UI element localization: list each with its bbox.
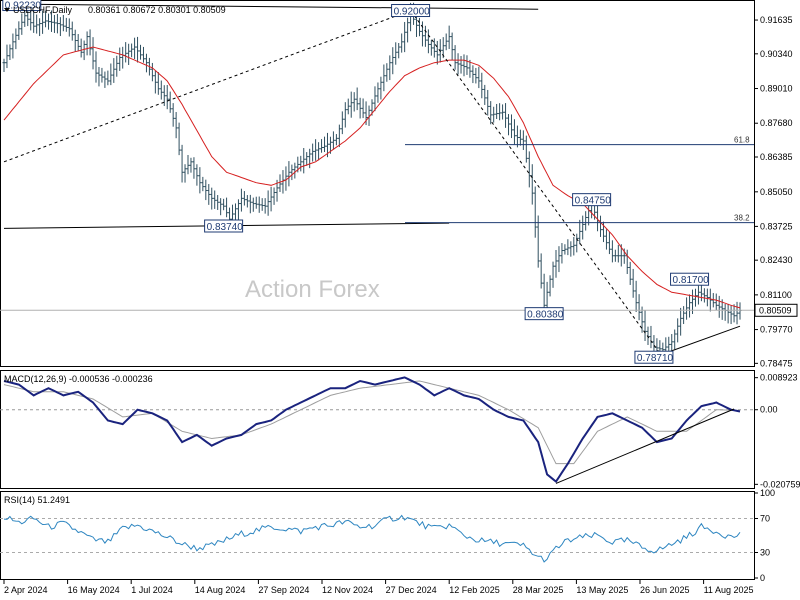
- x-tick-label: 2 Apr 2024: [4, 585, 48, 595]
- macd-title: MACD(12,26,9) -0.000536 -0.000236: [4, 374, 153, 384]
- trendline[interactable]: [3, 10, 411, 163]
- dropdown-arrow-icon[interactable]: [4, 8, 10, 12]
- price-tick-label: 0.83725: [760, 221, 793, 231]
- rsi-tick-label: 70: [760, 514, 770, 524]
- trendline[interactable]: [3, 3, 539, 10]
- macd-line: [3, 376, 741, 484]
- watermark: Action Forex: [245, 276, 380, 303]
- annotation-box: [634, 350, 674, 364]
- rsi-panel: [0, 491, 755, 580]
- symbol-label: USDCHF,Daily: [13, 5, 73, 15]
- current-price-label: 0.80509: [759, 305, 792, 315]
- price-tick-label: 0.90340: [760, 49, 793, 59]
- price-panel: [0, 0, 755, 367]
- annotation-box: [524, 307, 564, 321]
- price-tick-label: 0.91635: [760, 15, 793, 25]
- annotation-label: 0.78710: [637, 353, 674, 364]
- x-tick-label: 12 Feb 2025: [449, 585, 500, 595]
- x-tick-label: 12 Nov 2024: [322, 585, 373, 595]
- rsi-tick-label: 100: [760, 488, 775, 498]
- fib-level-label: 61.8: [734, 136, 750, 145]
- annotation-box: [204, 219, 244, 233]
- x-tick-label: 28 Mar 2025: [513, 585, 564, 595]
- annotation-0-83740[interactable]: 0.83740: [204, 219, 244, 233]
- macd-tick-label: 0.00: [760, 405, 778, 415]
- price-tick-label: 0.89010: [760, 84, 793, 94]
- annotation-0-80380[interactable]: 0.80380: [524, 307, 564, 321]
- annotation-box: [572, 193, 612, 207]
- x-tick-label: 13 May 2025: [576, 585, 628, 595]
- annotation-label: 0.83740: [207, 222, 244, 233]
- annotation-box: [670, 272, 710, 286]
- annotation-label: 0.80380: [527, 310, 564, 321]
- annotation-box: [2, 0, 42, 12]
- macd-tick-label: -0.020759: [760, 479, 800, 489]
- x-tick-label: 26 Jun 2025: [640, 585, 690, 595]
- annotation-label: 0.92000: [394, 7, 431, 18]
- price-tick-label: 0.82430: [760, 255, 793, 265]
- annotation-label: 0.92230: [5, 1, 42, 12]
- x-tick-label: 27 Dec 2024: [386, 585, 437, 595]
- price-tick-label: 0.81100: [760, 290, 792, 300]
- macd-panel: [0, 370, 755, 489]
- rsi-line: [3, 514, 741, 563]
- macd-tick-label: 0.008923: [760, 373, 798, 383]
- current-price-box: [754, 303, 798, 317]
- x-tick-label: 1 Jul 2024: [131, 585, 173, 595]
- macd-trendline[interactable]: [555, 408, 735, 484]
- rsi-title: RSI(14) 51.2491: [4, 495, 70, 505]
- annotation-0-81700[interactable]: 0.81700: [670, 272, 710, 286]
- rsi-tick-label: 0: [760, 573, 765, 583]
- x-tick-label: 16 May 2024: [68, 585, 120, 595]
- price-tick-label: 0.79770: [760, 325, 793, 335]
- price-tick-label: 0.85050: [760, 187, 793, 197]
- price-tick-label: 0.86385: [760, 152, 793, 162]
- x-tick-label: 27 Sep 2024: [258, 585, 309, 595]
- annotation-0-92000[interactable]: 0.92000: [391, 4, 431, 18]
- x-tick-label: 14 Aug 2024: [195, 585, 246, 595]
- moving-average-line: [3, 46, 741, 309]
- x-tick-label: 11 Aug 2025: [704, 585, 754, 595]
- price-tick-label: 0.78475: [760, 358, 793, 368]
- ohlc-label: 0.80361 0.80672 0.80301 0.80509: [88, 5, 226, 15]
- fib-level-label: 38.2: [734, 214, 750, 223]
- price-tick-label: 0.87680: [760, 118, 793, 128]
- macd-signal-line: [3, 380, 741, 465]
- annotation-0-84750[interactable]: 0.84750: [572, 193, 612, 207]
- rsi-tick-label: 30: [760, 548, 770, 558]
- annotation-label: 0.84750: [575, 196, 612, 207]
- annotation-box: [391, 4, 431, 18]
- annotation-0-78710[interactable]: 0.78710: [634, 350, 674, 364]
- annotation-label: 0.81700: [673, 275, 710, 286]
- annotation-0-92230[interactable]: 0.92230: [2, 0, 42, 12]
